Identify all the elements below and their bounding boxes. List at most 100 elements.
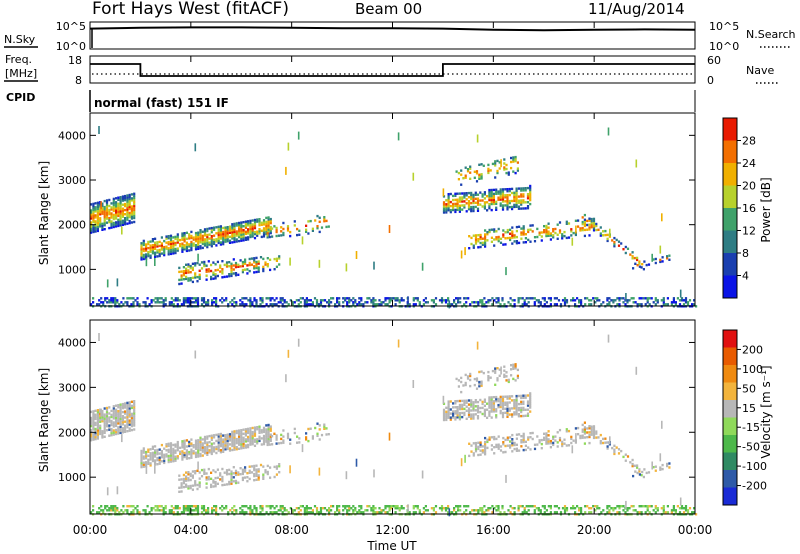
power-cell bbox=[490, 198, 493, 202]
power-cell bbox=[92, 214, 95, 218]
velocity-cell bbox=[592, 427, 596, 430]
power-ground-cell bbox=[279, 301, 282, 304]
velocity-cell bbox=[478, 370, 481, 374]
power-ground-cell bbox=[134, 299, 137, 302]
velocity-cell bbox=[449, 412, 452, 415]
velocity-ground-cell bbox=[481, 509, 484, 512]
velocity-ground-cell bbox=[378, 511, 381, 514]
nave-label: Nave bbox=[746, 64, 774, 77]
power-cell bbox=[474, 236, 478, 239]
velocity-ground-cell bbox=[319, 511, 323, 514]
velocity-noise-cell bbox=[505, 474, 507, 483]
velocity-cell bbox=[117, 428, 120, 431]
power-cell bbox=[518, 225, 521, 228]
power-cell bbox=[185, 245, 188, 249]
velocity-cell bbox=[226, 447, 229, 451]
velocity-cell bbox=[668, 466, 671, 469]
velocity-cell bbox=[470, 403, 473, 406]
velocity-cell bbox=[460, 376, 463, 380]
power-cell bbox=[267, 222, 270, 225]
velocity-cell bbox=[273, 432, 276, 435]
velocity-cell bbox=[230, 478, 233, 481]
power-ground-cell bbox=[374, 299, 377, 302]
velocity-ground-cell bbox=[509, 505, 512, 508]
velocity-cell bbox=[210, 444, 213, 447]
power-cell bbox=[513, 197, 516, 201]
velocity-ground-cell bbox=[346, 511, 349, 514]
power-ground-cell bbox=[662, 299, 665, 302]
power-ground-cell bbox=[281, 299, 284, 302]
velocity-cell bbox=[199, 436, 202, 439]
power-cell bbox=[176, 233, 179, 236]
velocity-cell bbox=[265, 424, 268, 427]
velocity-ground-cell bbox=[549, 507, 552, 510]
velocity-cell bbox=[447, 414, 450, 417]
power-ground-cell bbox=[104, 297, 107, 300]
power-noise-cell bbox=[287, 142, 290, 151]
velocity-cell bbox=[108, 412, 111, 415]
power-cell bbox=[504, 204, 507, 207]
velocity-ground-cell bbox=[616, 511, 619, 514]
power-cell bbox=[119, 220, 122, 223]
velocity-cell bbox=[147, 448, 150, 451]
power-cell bbox=[233, 222, 236, 226]
power-cell bbox=[235, 238, 238, 241]
velocity-cell bbox=[595, 436, 598, 439]
power-cell bbox=[496, 169, 499, 173]
power-noise-cell bbox=[145, 258, 148, 267]
velocity-cell bbox=[90, 432, 93, 436]
power-cell bbox=[496, 171, 499, 175]
power-cell bbox=[217, 231, 220, 235]
velocity-cell bbox=[133, 418, 136, 421]
power-cell bbox=[447, 197, 450, 200]
power-cell bbox=[194, 246, 198, 249]
power-cell bbox=[222, 230, 225, 234]
velocity-cell bbox=[197, 439, 200, 442]
velocity-cell bbox=[112, 415, 115, 418]
power-colorbar-segment bbox=[723, 208, 737, 231]
velocity-cell bbox=[96, 427, 99, 430]
velocity-cell bbox=[130, 422, 133, 426]
power-cell bbox=[467, 196, 471, 199]
velocity-cell bbox=[241, 468, 244, 471]
velocity-cell bbox=[447, 408, 450, 411]
velocity-cell bbox=[526, 402, 530, 405]
power-ground-cell bbox=[303, 303, 306, 306]
power-cell bbox=[463, 192, 466, 195]
power-cell bbox=[545, 226, 548, 230]
velocity-ground-cell bbox=[451, 511, 454, 514]
power-ground-cell bbox=[628, 299, 631, 302]
power-cell bbox=[275, 230, 278, 234]
power-cell bbox=[172, 244, 175, 247]
velocity-ground-cell bbox=[426, 509, 429, 512]
power-cell bbox=[240, 227, 243, 230]
power-ground-cell bbox=[622, 297, 625, 300]
power-cell bbox=[506, 230, 509, 234]
power-cell bbox=[248, 263, 251, 267]
velocity-cell bbox=[483, 398, 486, 401]
velocity-ground-cell bbox=[249, 509, 252, 512]
velocity-cell bbox=[492, 410, 495, 413]
velocity-noise-cell bbox=[412, 380, 415, 388]
power-ground-cell bbox=[200, 297, 204, 300]
velocity-ground-cell bbox=[281, 505, 284, 508]
power-noise-cell bbox=[448, 300, 451, 309]
power-cell bbox=[181, 236, 184, 239]
velocity-cell bbox=[214, 476, 217, 480]
velocity-cell bbox=[452, 416, 455, 419]
power-cell bbox=[178, 266, 181, 270]
power-cell bbox=[103, 222, 106, 225]
power-cell bbox=[99, 221, 102, 224]
velocity-ground-cell bbox=[434, 511, 438, 514]
velocity-noise-cell bbox=[121, 434, 123, 443]
power-cell bbox=[240, 239, 243, 242]
velocity-ground-cell bbox=[531, 505, 534, 508]
velocity-cell bbox=[442, 418, 446, 422]
velocity-ground-cell bbox=[539, 509, 542, 512]
velocity-noise-cell bbox=[607, 334, 610, 343]
velocity-cell bbox=[207, 478, 210, 481]
velocity-ground-cell bbox=[313, 505, 317, 508]
velocity-ground-cell bbox=[678, 507, 682, 510]
power-cell bbox=[185, 231, 188, 234]
power-cell bbox=[483, 203, 486, 206]
